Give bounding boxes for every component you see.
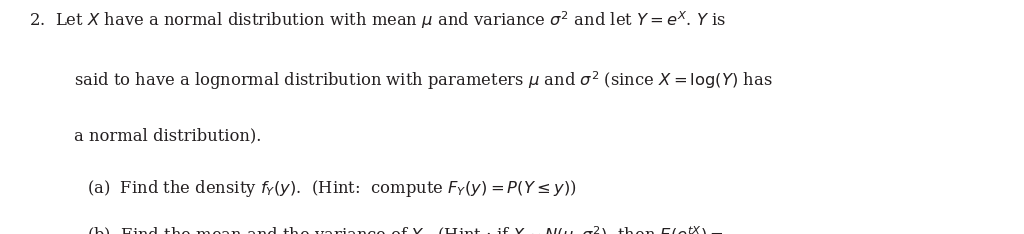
Text: (b)  Find the mean and the variance of $Y$.  (Hint : if $X \sim N(\mu, \sigma^2): (b) Find the mean and the variance of $Y… [87, 225, 724, 234]
Text: 2.  Let $X$ have a normal distribution with mean $\mu$ and variance $\sigma^2$ a: 2. Let $X$ have a normal distribution wi… [29, 9, 726, 31]
Text: a normal distribution).: a normal distribution). [74, 128, 261, 145]
Text: said to have a lognormal distribution with parameters $\mu$ and $\sigma^2$ (sinc: said to have a lognormal distribution wi… [74, 69, 772, 92]
Text: (a)  Find the density $f_Y(y)$.  (Hint:  compute $F_Y(y) = P(Y \leq y)$): (a) Find the density $f_Y(y)$. (Hint: co… [87, 178, 577, 199]
